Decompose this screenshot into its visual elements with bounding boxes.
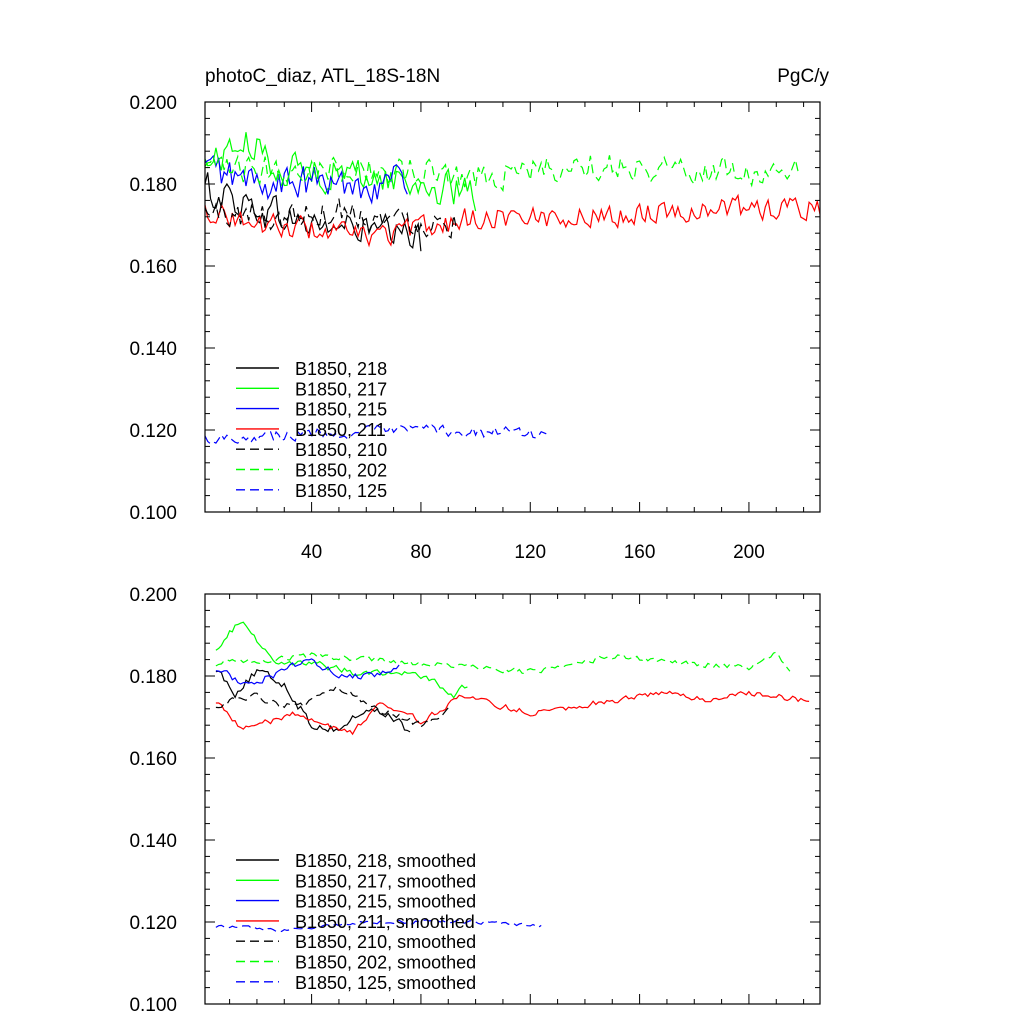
legend-label: B1850, 215: [295, 400, 387, 420]
x-tick-label: 80: [410, 542, 431, 563]
legend-label: B1850, 217, smoothed: [295, 871, 476, 891]
top-panel: photoC_diaz, ATL_18S-18N PgC/y 0.100 0.12…: [129, 66, 829, 563]
legend-label: B1850, 202: [295, 461, 387, 481]
legend-label: B1850, 125: [295, 481, 387, 501]
series-line: [215, 685, 449, 728]
series-line: [204, 198, 458, 239]
y-tick-label: 0.180: [129, 667, 177, 688]
series-line: [204, 154, 408, 205]
legend-label: B1850, 211, smoothed: [295, 912, 475, 932]
y-tick-label: 0.160: [129, 257, 177, 278]
series-line: [204, 193, 821, 248]
x-tick-label: 200: [733, 542, 765, 563]
x-tick-label: 160: [624, 542, 656, 563]
y-tick-label: 0.180: [129, 175, 177, 196]
y-tick-label: 0.100: [129, 995, 177, 1016]
y-tick-label: 0.140: [129, 831, 177, 852]
plot-frame: [204, 593, 821, 1005]
series-line: [215, 919, 542, 933]
legend-label: B1850, 215, smoothed: [295, 892, 476, 912]
legend-label: B1850, 210, smoothed: [295, 932, 476, 952]
y-tick-label: 0.140: [129, 339, 177, 360]
plot-frame: [204, 101, 821, 513]
y-tick-label: 0.120: [129, 913, 177, 934]
y-tick-label: 0.100: [129, 503, 177, 524]
series-line: [204, 424, 550, 445]
legend-label: B1850, 217: [295, 379, 387, 399]
y-tick-label: 0.160: [129, 749, 177, 770]
x-tick-label: 40: [301, 542, 322, 563]
bottom-panel: 0.100 0.120 0.140 0.160 0.180 0.200 B1850, 218…: [129, 585, 821, 1016]
series-line: [215, 651, 791, 675]
panel-title-left: photoC_diaz, ATL_18S-18N: [205, 66, 440, 87]
legend-label: B1850, 202, smoothed: [295, 953, 476, 973]
series-line: [215, 621, 468, 699]
series-line: [215, 658, 400, 685]
y-tick-label: 0.200: [129, 93, 177, 114]
panel-title-right: PgC/y: [777, 66, 829, 87]
series-line: [204, 132, 477, 212]
x-tick-label: 120: [514, 542, 546, 563]
legend-label: B1850, 210: [295, 440, 387, 460]
series-line: [215, 690, 810, 736]
y-tick-label: 0.120: [129, 421, 177, 442]
y-tick-label: 0.200: [129, 585, 177, 606]
legend-label: B1850, 125, smoothed: [295, 973, 476, 993]
series-line: [215, 669, 411, 733]
legend-label: B1850, 211: [295, 420, 386, 440]
legend-label: B1850, 218, smoothed: [295, 851, 476, 871]
series-line: [204, 154, 799, 193]
legend-label: B1850, 218: [295, 359, 387, 379]
